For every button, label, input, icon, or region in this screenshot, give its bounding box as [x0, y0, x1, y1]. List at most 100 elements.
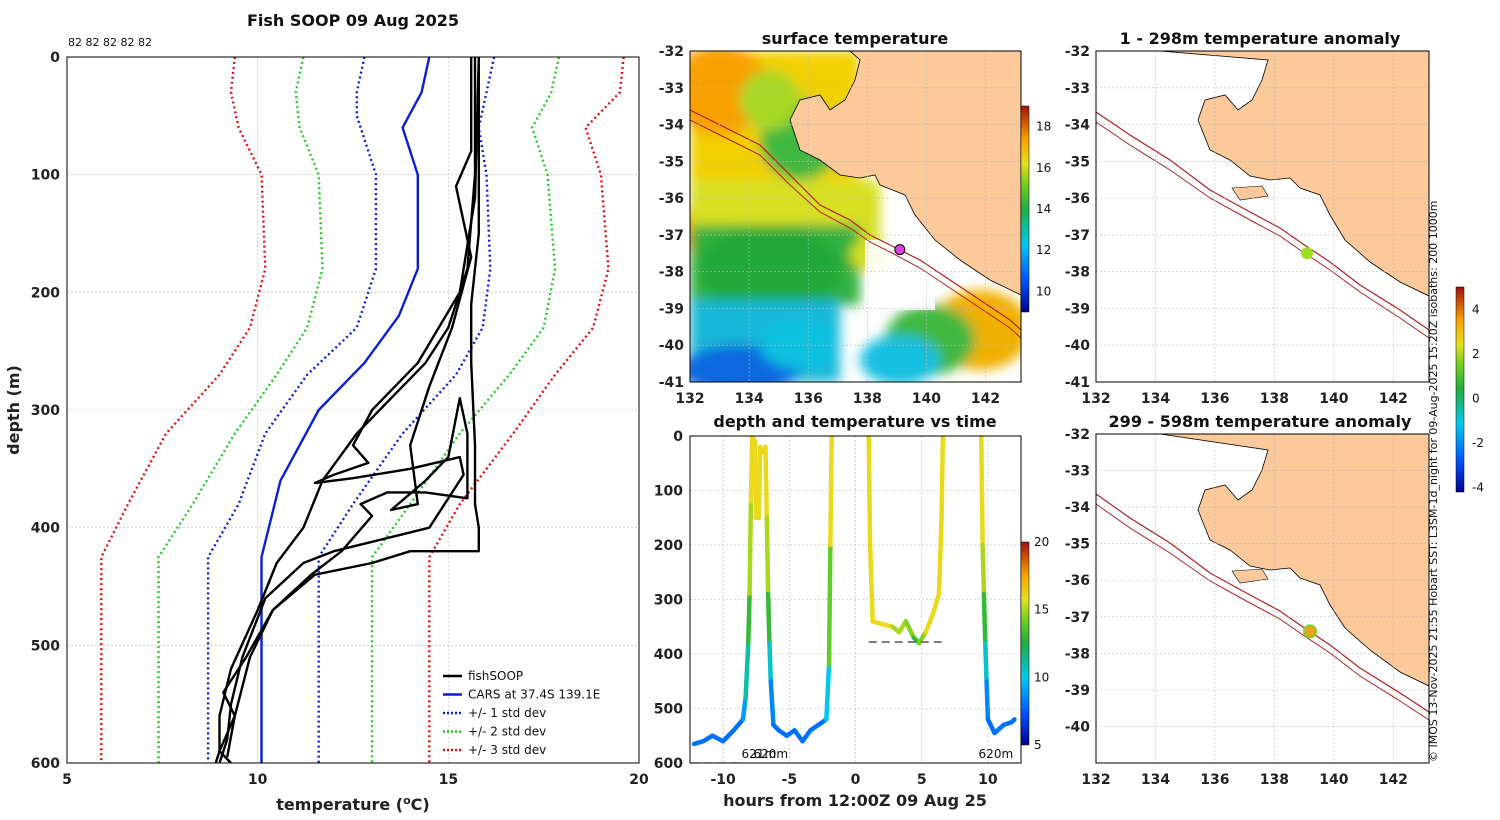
- profile-series-line: [226, 57, 473, 758]
- timeseries-trace-segment: [765, 591, 772, 646]
- timeseries-trace-segment: [1009, 717, 1017, 725]
- sst-ytick: -38: [659, 265, 684, 281]
- profile-xlabel-tail: C): [411, 795, 430, 814]
- timeseries-title: depth and temperature vs time: [713, 412, 996, 431]
- anom2-isobath-1000: [1096, 503, 1429, 721]
- sst-ytick: -36: [659, 191, 684, 207]
- profile-xtick: 20: [629, 772, 649, 788]
- timeseries-ytick: 500: [654, 702, 683, 718]
- anom2-xtick: 136: [1200, 772, 1229, 788]
- anom1-ytick: -34: [1065, 118, 1091, 134]
- anom1-xtick: 140: [1319, 391, 1348, 407]
- sst-colorbar-tick: 18: [1036, 120, 1051, 134]
- timeseries-trace-segment: [768, 679, 776, 728]
- timeseries-trace-segment: [980, 542, 987, 597]
- anom1-ytick: -41: [1065, 375, 1090, 391]
- timeseries-trace-segment: [939, 436, 946, 520]
- sst-xtick: 132: [675, 391, 704, 407]
- timeseries-depth-annotation: 621m: [742, 747, 777, 761]
- timeseries-ytick: 0: [673, 429, 683, 445]
- anom2-ytick: -34: [1065, 500, 1091, 516]
- anom2-xtick: 132: [1081, 772, 1110, 788]
- sst-xtick: 136: [794, 391, 823, 407]
- timeseries-depth-annotation: 620m: [753, 747, 788, 761]
- anom1-xtick: 134: [1141, 391, 1170, 407]
- timeseries-trace-segment: [748, 436, 755, 504]
- profile-xtick: 15: [439, 772, 458, 788]
- profile-grid: [66, 56, 640, 764]
- timeseries-ytick: 600: [654, 756, 683, 772]
- anom2-xtick: 142: [1379, 772, 1408, 788]
- profile-ytick: 600: [31, 756, 60, 772]
- timeseries-trace-segment: [867, 542, 875, 624]
- profile-axes-box: [66, 56, 640, 764]
- timeseries-trace-segment: [981, 591, 988, 646]
- profile-series-line: [370, 57, 561, 763]
- anom2-field: [1096, 434, 1429, 763]
- timeseries-trace-segment: [731, 717, 746, 733]
- profile-xlabel: temperature (oC): [276, 794, 429, 814]
- anom2-ytick: -39: [1065, 683, 1090, 699]
- anom1-title: 1 - 298m temperature anomaly: [1120, 29, 1401, 48]
- timeseries-ytick: 200: [654, 538, 683, 554]
- timeseries-colorbar: [1020, 541, 1030, 746]
- sst-ytick: -37: [659, 228, 684, 244]
- timeseries-trace-segment: [746, 591, 752, 646]
- sst-colorbar-tick: 10: [1036, 284, 1051, 298]
- profile-xlabel-sup: o: [403, 794, 411, 807]
- anom1-ytick: -35: [1065, 154, 1090, 170]
- timeseries-trace-segment: [756, 444, 763, 520]
- anom1-ytick: -33: [1065, 81, 1090, 97]
- timeseries-xtick: 0: [851, 772, 861, 788]
- anom2-ytick: -32: [1065, 427, 1090, 443]
- profile-series-line: [218, 57, 480, 763]
- timeseries-trace-segment: [984, 679, 991, 722]
- anomaly-colorbar-tick: 0: [1472, 391, 1480, 405]
- timeseries-trace-segment: [923, 613, 935, 635]
- timeseries-xtick: -5: [782, 772, 798, 788]
- timeseries-trace-segment: [979, 436, 985, 548]
- timeseries-trace-segment: [985, 717, 997, 736]
- anom1-isobath-200: [1096, 111, 1429, 331]
- anom2-land: [1159, 434, 1429, 687]
- anom2-island: [1231, 568, 1269, 584]
- sst-ytick: -41: [659, 375, 684, 391]
- anom2-ytick: -35: [1065, 537, 1090, 553]
- anom2-xtick: 138: [1260, 772, 1289, 788]
- anomaly-colorbar-tick: -2: [1472, 436, 1484, 450]
- anom2-title: 299 - 598m temperature anomaly: [1109, 412, 1412, 431]
- profile-xlabel-main: temperature (: [276, 795, 403, 814]
- anom1-axes-box: [1095, 50, 1430, 383]
- sst-ticks: 132 134 136 138 140 142 -32 -33 -34 -35 -36 -37 -38 -…: [659, 44, 1000, 407]
- profile-ytick: 500: [31, 638, 60, 654]
- timeseries-colorbar-tick: 20: [1034, 535, 1049, 549]
- profile-title: Fish SOOP 09 Aug 2025: [247, 11, 459, 30]
- sst-land: [789, 51, 1021, 296]
- anomaly-colorbar-ticks: 4 2 0 -2 -4: [1472, 302, 1484, 494]
- anom2-grid: [1095, 433, 1429, 763]
- anom1-anomaly-marker: [1301, 247, 1314, 260]
- profile-series-line: [428, 57, 625, 763]
- anom1-isobath-1000: [1096, 121, 1429, 339]
- timeseries-colorbar-tick: 5: [1034, 738, 1042, 752]
- timeseries-traces: [691, 436, 1017, 763]
- timeseries-trace-segment: [767, 640, 774, 684]
- sst-colorbar-tick: 14: [1036, 202, 1051, 216]
- timeseries-grid: [690, 435, 1021, 764]
- anom2-anomaly-marker: [1303, 624, 1318, 639]
- profile-ytick: 100: [31, 168, 60, 184]
- anom1-ytick: -36: [1065, 191, 1090, 207]
- anom1-island: [1231, 185, 1269, 201]
- timeseries-trace-segment: [743, 640, 751, 700]
- anom1-ytick: -39: [1065, 301, 1090, 317]
- anom2-axes-box: [1095, 433, 1430, 764]
- anom1-ytick: -37: [1065, 228, 1090, 244]
- anomaly-colorbar: [1455, 286, 1465, 493]
- timeseries-trace-segment: [764, 515, 771, 597]
- profile-top-note: 82 82 82 82 82: [68, 36, 152, 49]
- timeseries-trace-segment: [752, 439, 759, 520]
- anom1-xtick: 132: [1081, 391, 1110, 407]
- profile-ylabel: depth (m): [4, 365, 23, 455]
